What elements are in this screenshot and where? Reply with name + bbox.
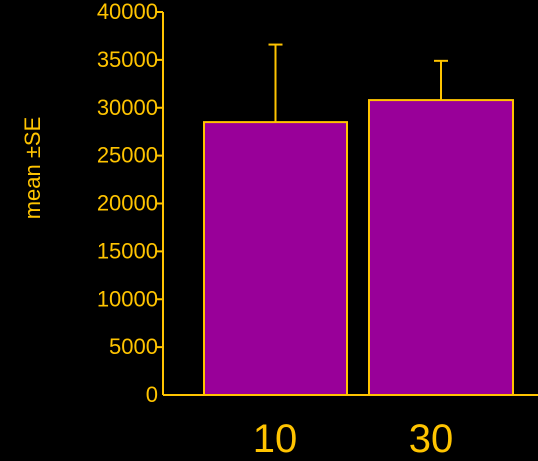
- y-tick-label: 30000: [97, 95, 158, 120]
- y-tick-label: 40000: [97, 0, 158, 24]
- y-tick-label: 5000: [109, 334, 158, 359]
- y-axis: 0 5000 10000 15000 20000 25000 30000 35000 40000: [97, 0, 164, 407]
- y-tick-label: 10000: [97, 286, 158, 311]
- bar: [203, 121, 348, 397]
- error-bars: [268, 43, 448, 123]
- category-labels: 10 30: [253, 417, 454, 461]
- bars: [203, 99, 514, 397]
- y-tick-label: 25000: [97, 143, 158, 168]
- y-tick-label: 15000: [97, 238, 158, 263]
- category-label: 10: [253, 417, 298, 461]
- y-tick-label: 20000: [97, 191, 158, 216]
- category-label: 30: [409, 417, 454, 461]
- bar: [368, 99, 514, 396]
- y-tick-label: 0: [146, 382, 158, 407]
- y-axis-title: mean ±SE: [20, 117, 45, 220]
- y-tick-label: 35000: [97, 47, 158, 72]
